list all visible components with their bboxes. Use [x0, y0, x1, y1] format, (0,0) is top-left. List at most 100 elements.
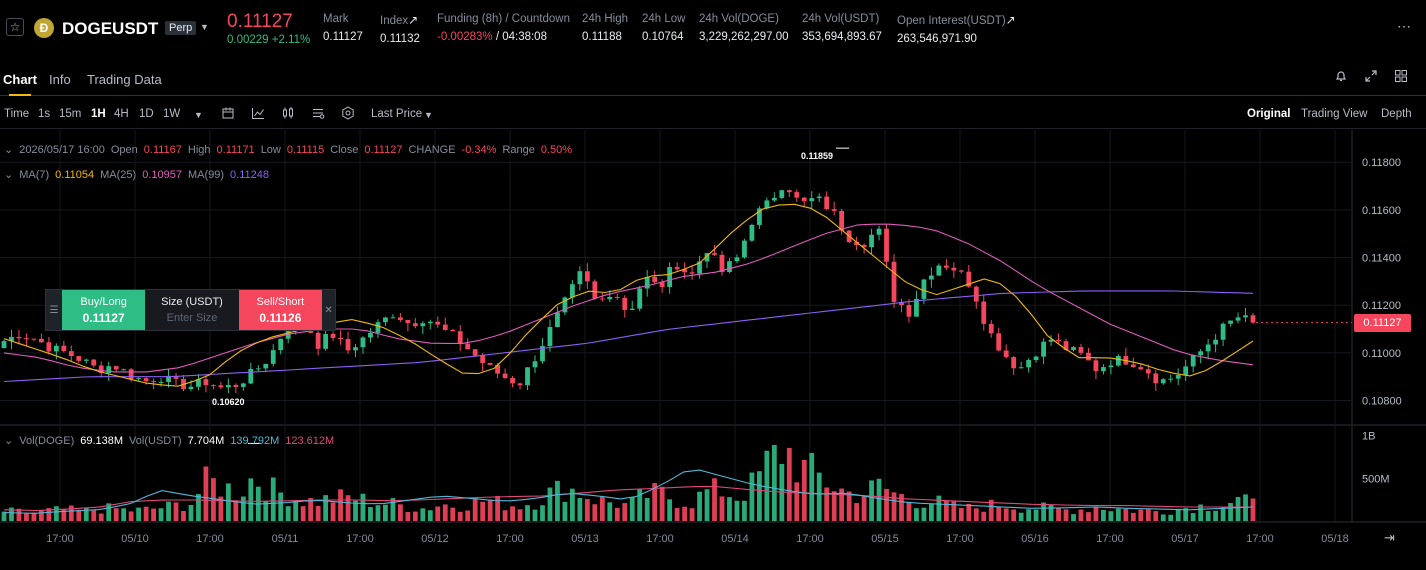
- sell-short-button[interactable]: Sell/Short 0.11126: [238, 290, 323, 330]
- candle-style-icon[interactable]: [281, 106, 295, 123]
- indicator-icon[interactable]: [251, 106, 265, 123]
- volume-bar: [861, 496, 867, 521]
- candle-body: [315, 332, 321, 349]
- scroll-to-latest-icon[interactable]: ⇥: [1384, 531, 1395, 546]
- legend-collapse-caret-icon[interactable]: ⌄: [4, 144, 14, 156]
- volume-bar: [742, 500, 747, 521]
- candlestick-chart[interactable]: 17:00 05/10 17:00 05/11 17:00 05/12 17:00 05/13…: [0, 130, 1426, 567]
- volume-bar: [353, 500, 358, 521]
- candle-body: [31, 338, 37, 340]
- volume-bar: [816, 472, 822, 521]
- stat-label: 24h Vol(USDT): [802, 13, 880, 25]
- candle-body: [943, 265, 949, 268]
- volume-bar: [914, 508, 919, 521]
- interval-1h[interactable]: 1H: [91, 108, 106, 120]
- volume-bar: [1003, 508, 1009, 521]
- interval-1s[interactable]: 1s: [38, 108, 51, 120]
- volume-bar: [607, 502, 613, 521]
- price-tick-label: 0.11800: [1362, 157, 1401, 169]
- volume-bar: [629, 497, 635, 521]
- interval-dropdown-caret-icon[interactable]: ▼: [194, 110, 203, 120]
- ma99-value: 0.11248: [230, 169, 269, 181]
- volume-bar: [1250, 498, 1256, 521]
- vol-ma2-value: 123.612M: [285, 435, 335, 447]
- ohlc-legend: ⌄ 2026/05/17 16:00 Open 0.11167 High 0.11171 L…: [4, 143, 578, 156]
- volume-tick-label: 1B: [1362, 431, 1375, 443]
- candle-body: [547, 327, 553, 347]
- stat-value: 0.11127: [323, 31, 363, 43]
- volume-bar: [1033, 509, 1039, 521]
- volume-bar: [293, 500, 299, 521]
- layout-grid-icon[interactable]: [1394, 69, 1408, 86]
- favorite-star-icon[interactable]: ☆: [6, 18, 24, 36]
- candle-body: [854, 242, 860, 245]
- candle-body: [91, 359, 97, 366]
- interval-1d[interactable]: 1D: [139, 108, 154, 120]
- candle-body: [816, 196, 822, 199]
- drag-handle-icon[interactable]: ☰: [49, 304, 59, 316]
- candle-body: [24, 338, 29, 340]
- vol-collapse-caret-icon[interactable]: ⌄: [4, 435, 14, 447]
- volume-bar: [637, 489, 643, 521]
- volume-bar: [727, 497, 732, 521]
- volume-bar: [278, 492, 284, 521]
- chart-settings-icon[interactable]: [311, 106, 325, 123]
- time-tick-label: 05/13: [571, 533, 599, 545]
- volume-bar: [308, 498, 314, 521]
- tab-info[interactable]: Info: [49, 72, 71, 87]
- candle-body: [1175, 375, 1181, 379]
- volume-bar: [540, 505, 545, 521]
- symbol-dropdown-caret-icon[interactable]: ▼: [200, 22, 209, 32]
- candle-body: [397, 317, 403, 320]
- expand-icon[interactable]: [1364, 69, 1378, 86]
- volume-bar: [734, 500, 740, 521]
- gear-icon[interactable]: [341, 106, 355, 123]
- view-tabs: Chart Info Trading Data: [0, 64, 1426, 96]
- ma25-value: 0.10957: [142, 169, 182, 181]
- candle-body: [1011, 357, 1017, 369]
- candle-body: [629, 308, 635, 310]
- view-trading-view[interactable]: Trading View: [1301, 108, 1368, 120]
- size-input[interactable]: Size (USDT) Enter Size: [145, 290, 239, 330]
- alert-bell-icon[interactable]: [1334, 69, 1348, 86]
- stat-value-primary: 0.11127: [323, 31, 363, 43]
- volume-bar: [906, 501, 912, 521]
- candle-body: [1235, 317, 1241, 321]
- interval-15m[interactable]: 15m: [59, 108, 82, 120]
- candle-body: [771, 197, 777, 201]
- symbol-name[interactable]: DOGEUSDT: [62, 19, 159, 38]
- calendar-icon[interactable]: [221, 106, 235, 123]
- ma-legend: ⌄ MA(7) 0.11054 MA(25) 0.10957 MA(99) 0.11248: [4, 168, 275, 181]
- volume-bar: [1175, 508, 1181, 521]
- more-options-icon[interactable]: ⋯: [1397, 18, 1412, 34]
- interval-4h[interactable]: 4H: [114, 108, 129, 120]
- candle-body: [1026, 359, 1032, 368]
- volume-bar: [1168, 514, 1174, 521]
- candle-body: [53, 345, 59, 352]
- sell-price: 0.11126: [259, 311, 302, 325]
- tab-trading-data[interactable]: Trading Data: [87, 72, 162, 87]
- buy-long-button[interactable]: Buy/Long 0.11127: [61, 290, 146, 330]
- tab-chart[interactable]: Chart: [3, 72, 37, 96]
- volume-bar: [943, 500, 949, 521]
- volume-bar: [719, 496, 725, 521]
- view-depth[interactable]: Depth: [1381, 108, 1412, 120]
- view-original[interactable]: Original: [1247, 108, 1291, 120]
- price-type-caret-icon[interactable]: ▼: [424, 110, 433, 120]
- ma7-value: 0.11054: [55, 169, 95, 181]
- external-link-icon[interactable]: ↗: [1005, 13, 1016, 27]
- time-tick-label: 05/11: [272, 533, 299, 545]
- external-link-icon[interactable]: ↗: [408, 13, 419, 27]
- price-type-select[interactable]: Last Price: [371, 108, 423, 120]
- close-icon[interactable]: ✕: [324, 304, 333, 316]
- ma-collapse-caret-icon[interactable]: ⌄: [4, 169, 14, 181]
- candle-body: [405, 319, 411, 324]
- stat-label[interactable]: Open Interest(USDT): [897, 15, 1006, 27]
- stat-value-primary: 0.11188: [582, 31, 622, 43]
- volume-bar: [599, 496, 605, 521]
- volume-bar: [330, 502, 336, 521]
- volume-bar: [592, 504, 598, 521]
- stat-label[interactable]: Index: [380, 15, 409, 27]
- interval-1w[interactable]: 1W: [163, 108, 181, 120]
- candle-body: [151, 381, 156, 383]
